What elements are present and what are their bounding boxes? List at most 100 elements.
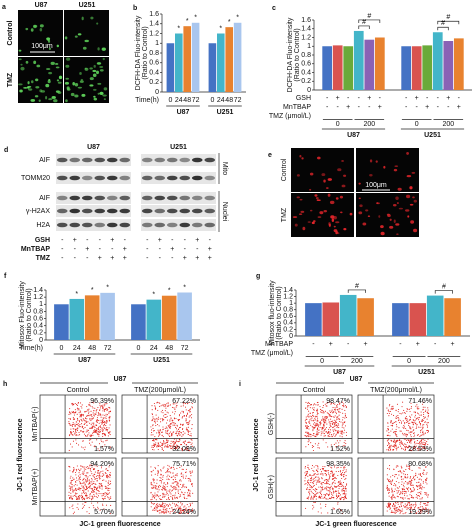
panel-letter: d: [4, 147, 8, 154]
treatment-cell: -: [99, 237, 102, 244]
event-dot: [332, 482, 334, 484]
event-dot: [98, 492, 100, 495]
condition-cell: -: [358, 104, 361, 111]
event-dot: [342, 487, 344, 489]
event-dot: [308, 428, 310, 430]
event-dot: [326, 412, 328, 414]
event-dot: [156, 504, 158, 506]
event-dot: [176, 444, 178, 446]
event-dot: [83, 492, 85, 494]
event-dot: [402, 502, 404, 504]
event-dot: [392, 405, 394, 407]
event-dot: [164, 446, 166, 448]
event-dot: [99, 483, 102, 485]
event-dot: [164, 495, 166, 497]
event-dot: [337, 416, 339, 418]
cell: [317, 156, 321, 160]
event-dot: [155, 425, 157, 427]
event-dot: [345, 494, 347, 496]
event-dot: [178, 447, 180, 449]
event-dot: [167, 471, 169, 473]
event-dot: [68, 494, 70, 497]
x-axis-label: Time(h): [19, 345, 43, 352]
event-dot: [331, 410, 333, 412]
event-dot: [388, 410, 390, 413]
event-dot: [109, 512, 111, 515]
event-dot: [418, 512, 420, 515]
event-dot: [345, 469, 347, 471]
event-dot: [404, 449, 406, 452]
event-dot: [326, 402, 328, 404]
event-dot: [78, 488, 80, 490]
event-dot: [411, 495, 413, 497]
event-dot: [422, 419, 424, 422]
event-dot: [320, 497, 322, 499]
event-dot: [162, 467, 164, 469]
event-dot: [412, 421, 414, 424]
event-dot: [174, 443, 176, 445]
event-dot: [404, 423, 406, 425]
event-dot: [320, 491, 322, 493]
cell: [64, 81, 70, 85]
event-dot: [181, 424, 183, 426]
event-dot: [174, 481, 176, 483]
event-dot: [408, 481, 410, 483]
cell: [18, 49, 22, 52]
event-dot: [335, 420, 337, 422]
event-dot: [191, 509, 193, 511]
event-dot: [406, 446, 409, 448]
event-dot: [89, 469, 91, 471]
event-dot: [83, 468, 85, 470]
event-dot: [426, 483, 428, 485]
event-dot: [417, 442, 419, 445]
event-dot: [426, 430, 428, 432]
event-dot: [89, 465, 91, 467]
event-dot: [189, 490, 191, 492]
event-dot: [169, 489, 171, 491]
event-dot: [412, 429, 414, 431]
event-dot: [152, 469, 154, 471]
event-dot: [72, 440, 75, 442]
event-dot: [387, 507, 389, 509]
event-dot: [175, 503, 177, 505]
event-dot: [181, 487, 183, 489]
event-dot: [90, 434, 92, 436]
event-dot: [182, 403, 184, 405]
event-dot: [71, 404, 73, 406]
event-dot: [308, 433, 310, 435]
cell: [96, 22, 99, 25]
event-dot: [168, 511, 170, 513]
event-dot: [88, 408, 90, 410]
event-dot: [171, 498, 174, 500]
event-dot: [72, 431, 75, 433]
event-dot: [329, 421, 331, 423]
event-dot: [71, 484, 73, 486]
event-dot: [77, 495, 80, 497]
event-dot: [69, 412, 71, 414]
event-dot: [421, 505, 423, 508]
event-dot: [153, 495, 155, 497]
event-dot: [421, 429, 423, 431]
event-dot: [408, 498, 410, 500]
event-dot: [418, 486, 420, 488]
event-dot: [392, 407, 394, 409]
event-dot: [79, 423, 81, 426]
event-dot: [174, 474, 176, 476]
event-dot: [395, 439, 397, 442]
event-dot: [175, 489, 177, 491]
y-tick-label: 0.2: [301, 78, 311, 85]
event-dot: [97, 470, 99, 472]
event-dot: [82, 414, 84, 416]
event-dot: [181, 484, 183, 486]
event-dot: [89, 467, 91, 470]
event-dot: [104, 405, 106, 407]
event-dot: [93, 414, 95, 416]
cell: [380, 225, 384, 229]
treatment-cell: +: [73, 237, 77, 244]
event-dot: [176, 467, 178, 469]
cell: [65, 64, 70, 68]
event-dot: [182, 510, 185, 512]
event-dot: [311, 417, 313, 419]
event-dot: [98, 443, 101, 445]
event-dot: [392, 505, 394, 507]
